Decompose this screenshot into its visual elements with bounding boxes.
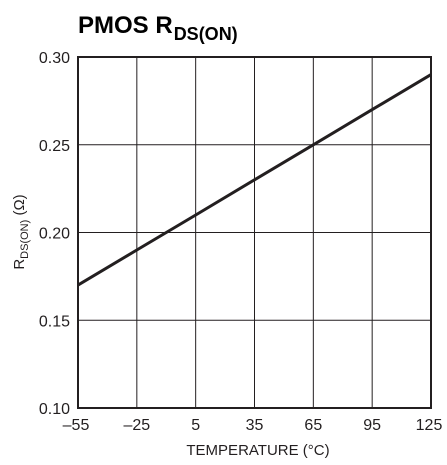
y-tick-label: 0.15: [39, 313, 70, 330]
y-axis-label-suffix: (Ω): [11, 194, 28, 219]
chart-title: PMOS RDS(ON): [78, 12, 238, 44]
x-tick-label: 125: [416, 417, 443, 434]
chart-title-subscript: DS(ON): [174, 24, 238, 44]
y-axis-label-subscript: DS(ON): [19, 220, 31, 259]
y-axis-label: RDS(ON) (Ω): [11, 194, 31, 269]
tick-labels: –55 –25 5 35 65 95 125 0.10 0.15 0.20 0.25 0.30: [39, 50, 443, 434]
series-layer: [77, 73, 432, 287]
grid: [78, 57, 431, 408]
x-tick-label: 65: [304, 417, 322, 434]
chart-title-main: PMOS R: [78, 12, 173, 39]
x-tick-label: 35: [246, 417, 264, 434]
x-tick-label: 95: [363, 417, 381, 434]
y-tick-label: 0.30: [39, 50, 70, 67]
y-axis-label-prefix: R: [11, 259, 28, 270]
x-axis-label: TEMPERATURE (°C): [186, 442, 329, 459]
x-tick-label: –25: [123, 417, 150, 434]
x-tick-label: –55: [63, 417, 90, 434]
y-tick-label: 0.25: [39, 138, 70, 155]
y-tick-label: 0.10: [39, 401, 70, 418]
plot-frame: [77, 56, 432, 409]
x-tick-label: 5: [191, 417, 200, 434]
series-line: [77, 73, 432, 287]
y-tick-label: 0.20: [39, 226, 70, 243]
